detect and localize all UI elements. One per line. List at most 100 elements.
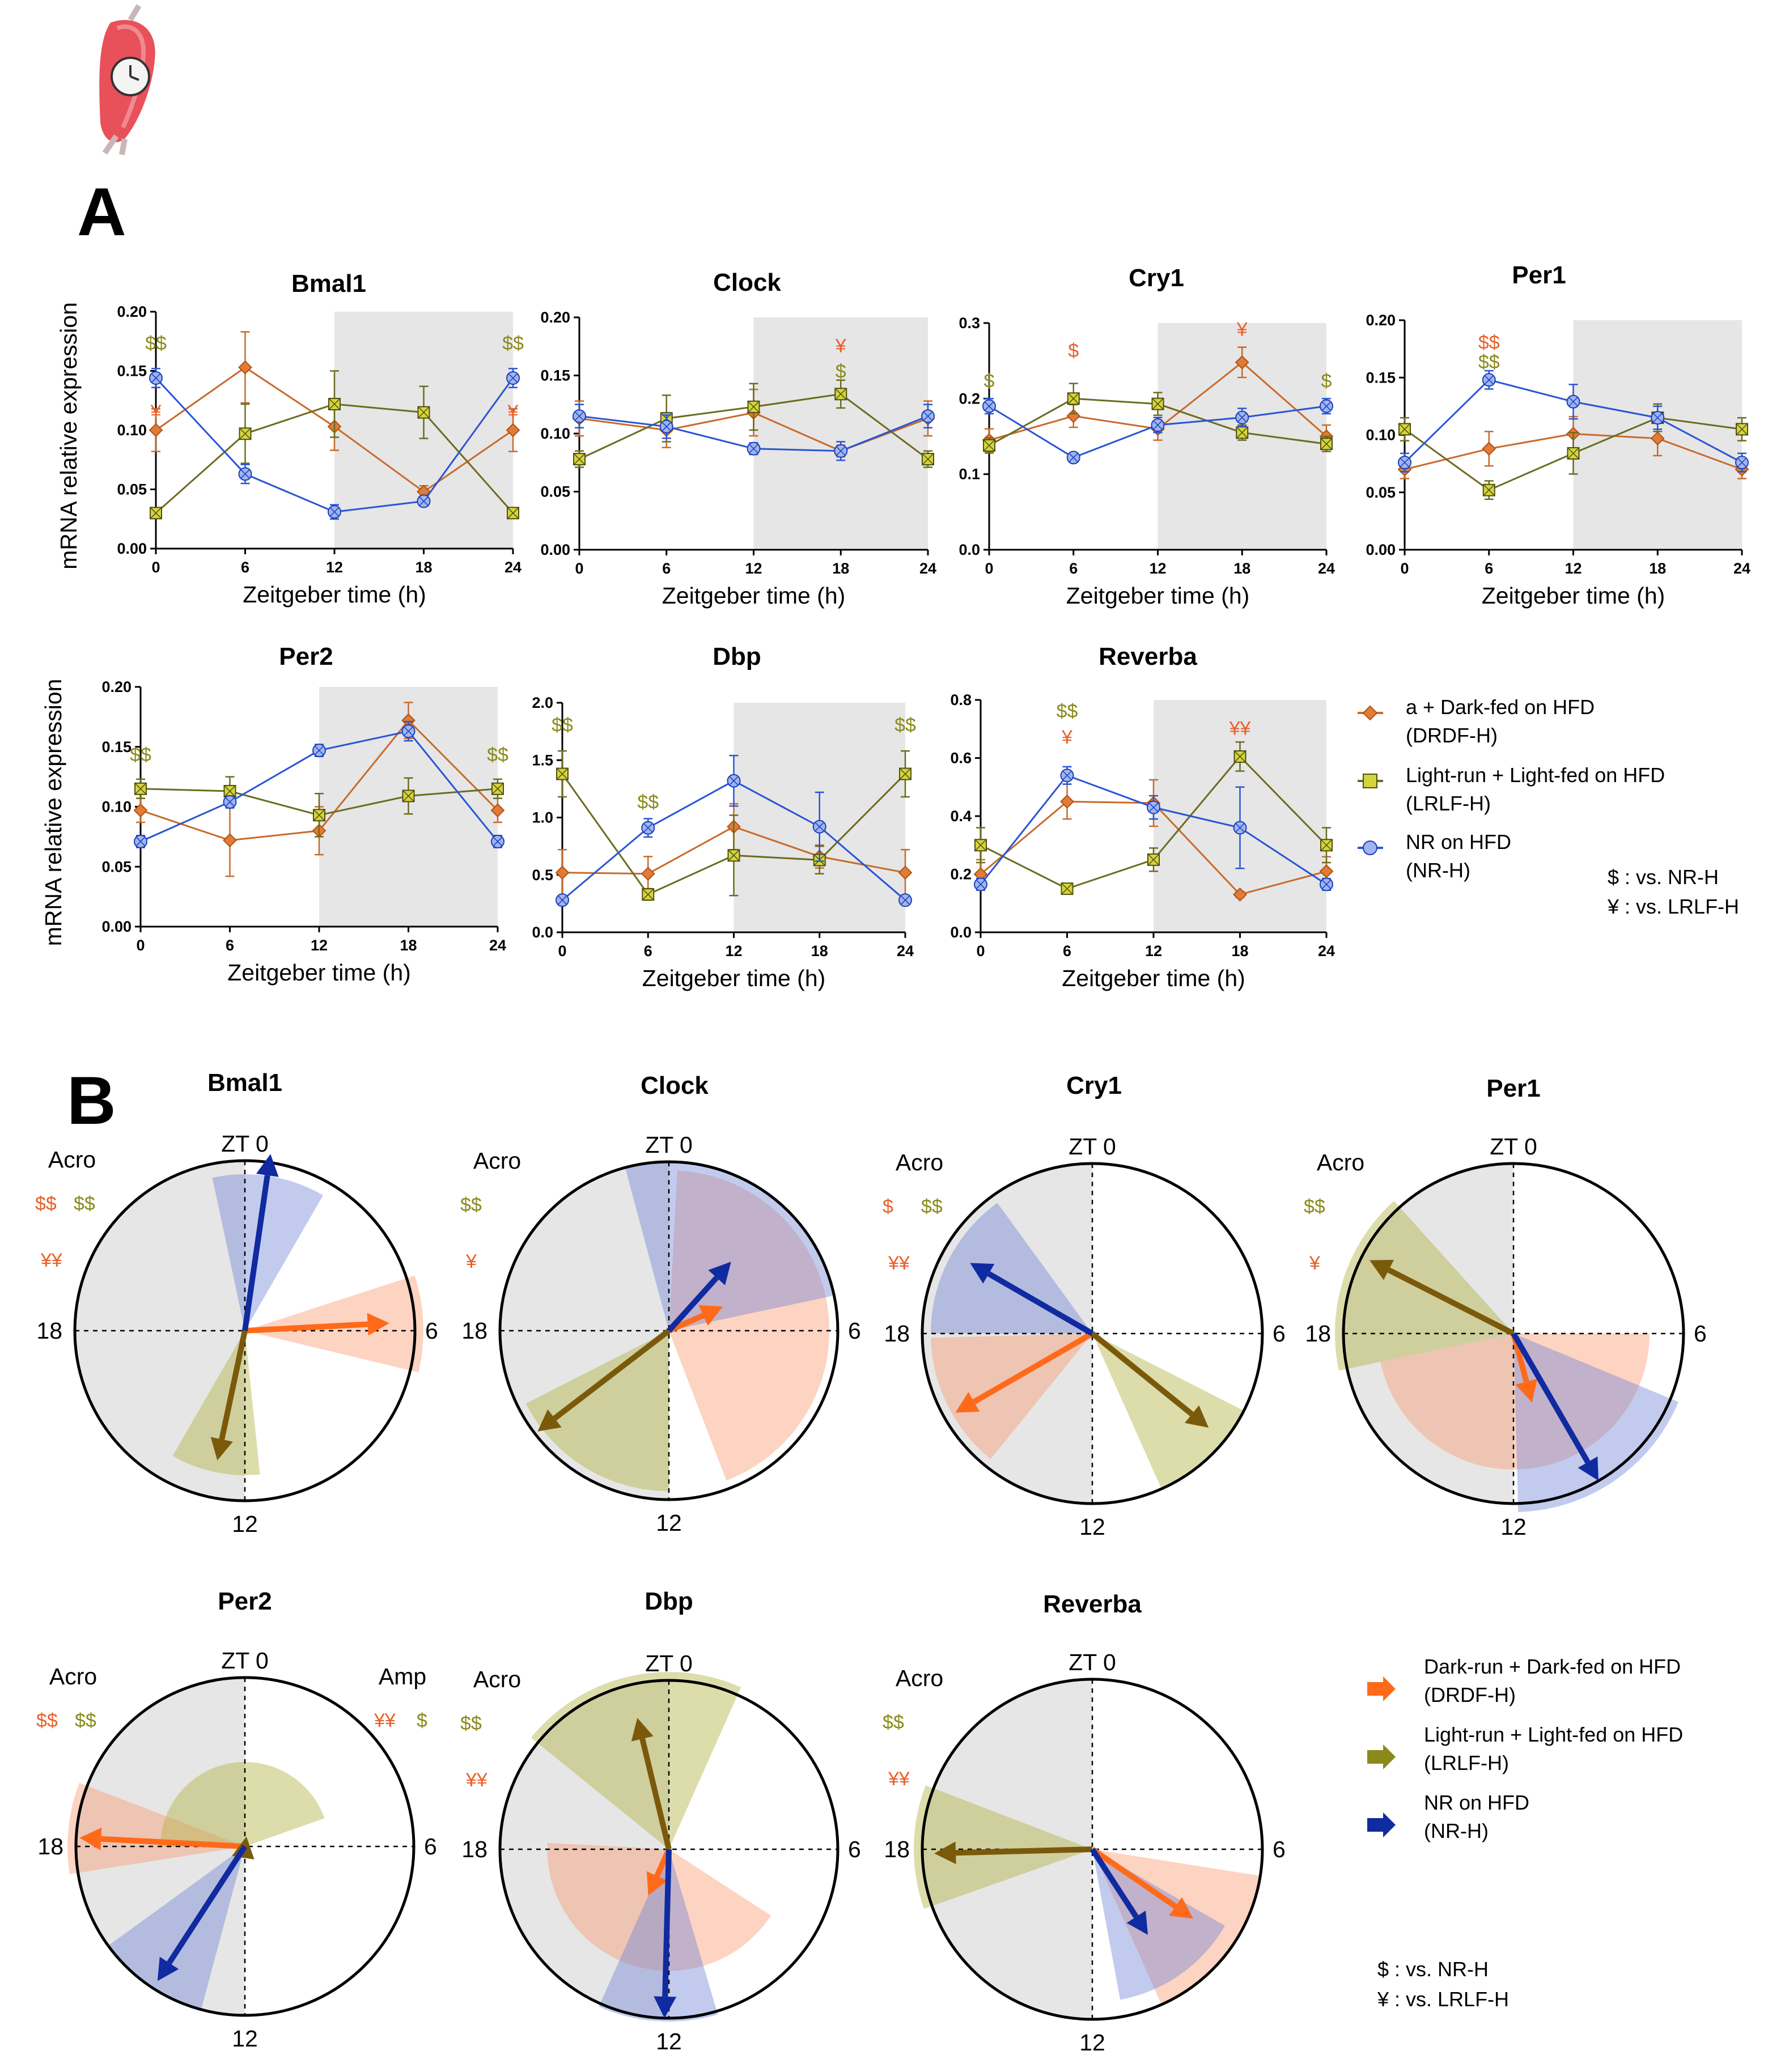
acrophase-arrow xyxy=(157,1845,248,1981)
clock-label-left: 18 xyxy=(461,1836,487,1862)
legend-b-nr-label: NR on HFD xyxy=(1424,1791,1529,1814)
legend-b-nr-arrow-icon xyxy=(1367,1812,1396,1837)
polar-chart-bmal1: Bmal1 ZT 0 12 6 18 Acro $$ $$ ¥¥ xyxy=(35,1069,438,1537)
x-tick-label: 0 xyxy=(558,942,566,959)
series-nr xyxy=(556,754,912,907)
data-point-cross xyxy=(150,507,162,519)
acrophase-arrow xyxy=(1370,1260,1515,1336)
data-point xyxy=(506,423,520,438)
y-tick-label: 0.10 xyxy=(1366,427,1396,444)
legend-b-dollar-note: $ : vs. NR-H xyxy=(1377,1958,1489,1981)
y-tick-label: 0.05 xyxy=(117,481,147,498)
x-tick-label: 24 xyxy=(919,560,936,577)
acro-label: Acro xyxy=(1317,1149,1364,1175)
muscle-clock-icon xyxy=(99,4,155,155)
confidence-sector xyxy=(625,1162,834,1331)
data-point xyxy=(1319,864,1334,878)
data-point-cross xyxy=(642,888,654,901)
data-point-cross xyxy=(419,496,429,506)
significance-mark: $$ xyxy=(552,715,573,736)
acro-label: Acro xyxy=(896,1665,943,1691)
x-tick-label: 6 xyxy=(226,937,234,954)
data-point xyxy=(1650,431,1665,445)
data-point-cross xyxy=(240,469,250,478)
arrow-shaft xyxy=(1089,1848,1139,1918)
data-point-cross xyxy=(402,789,415,802)
clock-label-bottom: 12 xyxy=(1500,1514,1527,1540)
arrow-shaft xyxy=(662,1849,672,1997)
legend-a-nr-label: NR on HFD xyxy=(1406,830,1511,854)
data-point-cross xyxy=(1061,882,1074,895)
y-tick-label: 0.20 xyxy=(540,309,570,326)
chart-title: Cry1 xyxy=(1129,264,1184,292)
clock-label-bottom: 12 xyxy=(232,2026,258,2052)
x-axis-label: Zeitgeber time (h) xyxy=(642,965,826,991)
data-point xyxy=(1060,794,1074,809)
arrow-shaft xyxy=(1511,1332,1591,1464)
confidence-sector xyxy=(931,1203,1092,1334)
x-tick-label: 12 xyxy=(311,937,328,954)
arrow-head xyxy=(955,1392,980,1413)
series-nr xyxy=(1398,370,1749,473)
acro-label: Acro xyxy=(49,1663,97,1689)
legend-a-dollar-note: $ : vs. NR-H xyxy=(1608,865,1719,889)
y-tick-label: 0.00 xyxy=(117,540,147,557)
x-tick-label: 12 xyxy=(745,560,762,577)
confidence-sector xyxy=(212,1174,323,1331)
significance-mark: $$ xyxy=(894,715,916,736)
acro-significance: $ xyxy=(883,1196,893,1217)
acro-significance: ¥¥ xyxy=(888,1252,910,1274)
y-tick-label: 0.2 xyxy=(959,390,980,407)
arrow-head xyxy=(1169,1897,1194,1919)
panel-a-line-charts: 0.000.050.100.150.200 6 12 18 24Bmal1Zeitgeb… xyxy=(40,261,1750,991)
x-tick-label: 6 xyxy=(644,942,652,959)
significance-mark: $ xyxy=(1321,370,1332,392)
data-point-cross xyxy=(1322,880,1331,889)
arrow-shaft xyxy=(1387,1267,1515,1336)
clock-label-top: ZT 0 xyxy=(221,1131,269,1157)
legend-a-nr-abbr: (NR-H) xyxy=(1406,859,1470,882)
legend-a-lrlf-abbr: (LRLF-H) xyxy=(1406,792,1491,815)
x-tick-label: 18 xyxy=(1649,560,1666,577)
amp-label: Amp xyxy=(379,1663,426,1689)
arrow-shaft xyxy=(955,1846,1093,1856)
arrow-head xyxy=(934,1841,956,1865)
data-point-cross xyxy=(1567,447,1580,460)
data-point-cross xyxy=(507,507,519,519)
x-tick-label: 18 xyxy=(832,560,849,577)
significance-mark: $ xyxy=(836,361,846,383)
x-axis-label: Zeitgeber time (h) xyxy=(662,583,846,609)
series-lrlf xyxy=(556,750,911,901)
acro-significance: $$ xyxy=(74,1193,95,1215)
amp-significance: ¥¥ xyxy=(374,1710,396,1731)
arrow-shaft xyxy=(1091,1846,1177,1909)
acrophase-arrow xyxy=(79,1827,245,1850)
acro-label: Acro xyxy=(896,1149,943,1175)
x-tick-label: 18 xyxy=(811,942,828,959)
significance-mark: ¥ xyxy=(150,401,162,423)
significance-mark: $$ xyxy=(1478,332,1500,354)
data-point-cross xyxy=(225,797,235,806)
acrophase-arrow xyxy=(970,1263,1094,1336)
acrophase-arrow xyxy=(955,1331,1094,1413)
legend-b-lrlf-abbr: (LRLF-H) xyxy=(1424,1751,1509,1774)
series-nr xyxy=(149,368,520,520)
series-nr xyxy=(982,398,1333,465)
data-point-cross xyxy=(313,809,325,821)
series-nr xyxy=(974,766,1333,891)
data-point-cross xyxy=(1236,426,1248,439)
data-point-cross xyxy=(727,849,740,861)
x-tick-label: 18 xyxy=(1231,942,1248,959)
clock-label-right: 6 xyxy=(1694,1321,1707,1347)
y-tick-label: 0.15 xyxy=(1366,369,1396,386)
acrophase-arrow xyxy=(667,1262,731,1333)
legend-a-yen-note: ¥ : vs. LRLF-H xyxy=(1607,895,1739,918)
data-point-cross xyxy=(315,746,324,755)
x-tick-label: 24 xyxy=(489,937,506,954)
data-point-cross xyxy=(330,507,339,516)
data-point xyxy=(1482,441,1496,456)
data-point xyxy=(133,803,148,818)
data-point-cross xyxy=(1736,423,1748,435)
y-axis-label: mRNA relative expression xyxy=(56,302,82,570)
